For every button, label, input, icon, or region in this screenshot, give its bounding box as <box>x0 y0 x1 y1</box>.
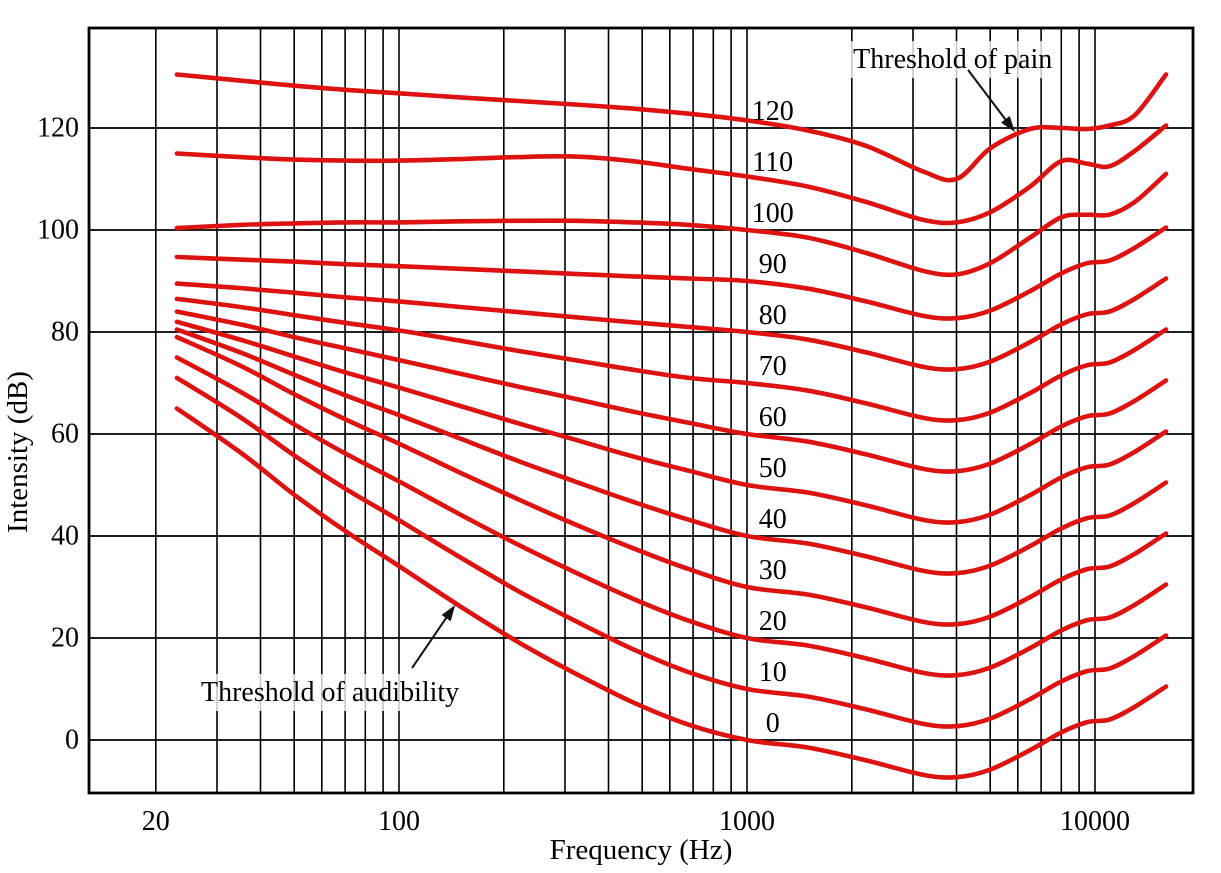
curve-label-10: 10 <box>759 657 787 688</box>
curve-label-0: 0 <box>766 708 780 739</box>
equal-loudness-curve-80 <box>174 276 1169 372</box>
curve-label-70: 70 <box>759 351 787 382</box>
y-tick-label-60: 60 <box>51 419 79 450</box>
annotation-arrow-line-audibility <box>411 613 450 669</box>
curve-label-80: 80 <box>759 300 787 331</box>
annotation-arrow-head-audibility <box>441 604 456 622</box>
equal-loudness-curve-100 <box>174 171 1169 278</box>
x-tick-label-20: 20 <box>142 806 170 837</box>
equal-loudness-curve-60 <box>174 309 1169 474</box>
annotation-arrow-head-pain <box>1001 116 1015 133</box>
y-tick-label-120: 120 <box>37 113 79 144</box>
equal-loudness-curve-120 <box>174 72 1169 183</box>
curve-label-40: 40 <box>759 504 787 535</box>
equal-loudness-curve-90 <box>174 225 1169 321</box>
equal-loudness-curve-70 <box>174 296 1169 423</box>
annotation-backdrop-audibility <box>195 674 466 711</box>
y-tick-label-0: 0 <box>65 725 79 756</box>
threshold-of-pain-label: Threshold of pain <box>853 44 1052 75</box>
plot-border <box>87 26 1195 795</box>
curve-label-90: 90 <box>759 249 787 280</box>
equal-loudness-curve-40 <box>174 327 1169 576</box>
curve-label-30: 30 <box>759 555 787 586</box>
equal-loudness-curve-10 <box>174 375 1169 729</box>
equal-loudness-curve-30 <box>174 334 1169 627</box>
annotation-backdrop-pain <box>847 41 1059 79</box>
curve-label-100: 100 <box>752 198 794 229</box>
y-axis-title: Intensity (dB) <box>2 371 34 533</box>
curves-layer <box>174 72 1169 780</box>
x-tick-label-1000: 1000 <box>719 806 775 837</box>
y-tick-label-20: 20 <box>51 623 79 654</box>
curve-label-20: 20 <box>759 606 787 637</box>
curve-label-50: 50 <box>759 453 787 484</box>
y-tick-label-100: 100 <box>37 215 79 246</box>
curve-label-60: 60 <box>759 402 787 433</box>
equal-loudness-curve-0 <box>174 406 1169 780</box>
curve-labels-layer: 0 10 20 30 40 50 60 70 80 90 100 110 120 <box>752 96 794 739</box>
equal-loudness-curve-50 <box>174 319 1169 525</box>
x-tick-label-10000: 10000 <box>1060 806 1130 837</box>
curve-label-120: 120 <box>752 96 794 127</box>
annotation-arrow-line-pain <box>967 69 1009 124</box>
equal-loudness-curve-20 <box>174 355 1169 678</box>
threshold-of-audibility-label: Threshold of audibility <box>201 677 459 708</box>
equal-loudness-curve-110 <box>174 123 1169 226</box>
x-tick-label-100: 100 <box>378 806 420 837</box>
annotation-arrows-layer <box>411 69 1015 669</box>
curve-label-110: 110 <box>752 147 793 178</box>
x-axis-title: Frequency (Hz) <box>550 834 733 866</box>
y-tick-label-80: 80 <box>51 317 79 348</box>
annotation-backdrop-layer <box>195 41 1059 711</box>
y-tick-label-40: 40 <box>51 521 79 552</box>
